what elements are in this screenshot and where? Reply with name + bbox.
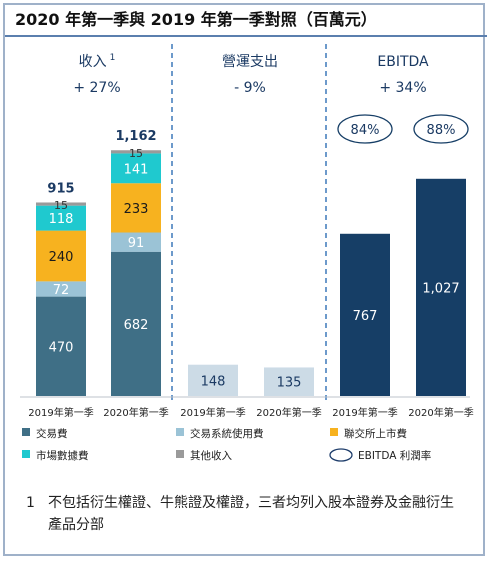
chart-title: 2020 年第一季與 2019 年第一季對照（百萬元）: [15, 10, 377, 29]
data-label-ebitda-0: 767: [353, 309, 378, 324]
margin-label-0: 84%: [351, 123, 380, 138]
x-tick-label-2-0: 2019年第一季: [332, 406, 397, 419]
data-label-revenue-0-0: 470: [49, 340, 74, 355]
legend-label-1: 交易系統使用費: [190, 427, 264, 440]
legend-swatch-0: [22, 428, 30, 436]
bar-revenue-2-0: [36, 230, 86, 282]
legend-swatch-1: [176, 428, 184, 436]
data-label-ebitda-1: 1,027: [422, 281, 459, 296]
bar-revenue-3-1: [111, 153, 161, 184]
panel-change-0: + 27%: [73, 80, 120, 96]
legend-label-4: 其他收入: [190, 449, 232, 462]
legend-label-3: 市場數據費: [36, 449, 89, 462]
bar-revenue-4-1: [111, 150, 161, 154]
bar-revenue-4-0: [36, 202, 86, 206]
margin-ellipse-0: [337, 114, 393, 144]
data-label-revenue-3-1: 141: [124, 162, 149, 177]
bar-revenue-2-1: [111, 183, 161, 233]
data-label-opex-0: 148: [201, 374, 226, 389]
legend-swatch-2: [330, 428, 338, 436]
legend-swatch-4: [176, 450, 184, 458]
panel-label-2: EBITDA: [377, 54, 429, 70]
footnote-marker: 1: [26, 495, 35, 511]
x-tick-label-0-0: 2019年第一季: [28, 406, 93, 419]
total-label-revenue-1: 1,162: [115, 129, 156, 144]
legend-swatch-3: [22, 450, 30, 458]
panel-label-1: 營運支出: [222, 54, 278, 70]
x-tick-label-2-1: 2020年第一季: [408, 406, 473, 419]
legend-label-0: 交易費: [36, 427, 68, 440]
bar-revenue-3-0: [36, 205, 86, 231]
bar-revenue-0-0: [36, 296, 86, 396]
data-label-revenue-4-1: 15: [129, 147, 143, 160]
bar-revenue-1-0: [36, 281, 86, 297]
x-tick-label-0-1: 2020年第一季: [103, 406, 168, 419]
bar-ebitda-1: [416, 178, 466, 396]
bar-opex-1: [264, 367, 314, 396]
legend-label-2: 聯交所上市費: [344, 427, 407, 440]
data-label-revenue-1-0: 72: [53, 283, 70, 298]
bar-revenue-1-1: [111, 232, 161, 252]
title-rule: [5, 35, 487, 37]
margin-ellipse-1: [413, 114, 469, 144]
panel-change-1: - 9%: [234, 80, 266, 96]
bar-revenue-0-1: [111, 251, 161, 396]
bar-opex-0: [188, 364, 238, 396]
data-label-opex-1: 135: [277, 376, 302, 391]
data-label-revenue-0-1: 682: [124, 318, 149, 333]
data-label-revenue-1-1: 91: [128, 236, 145, 251]
panel-label-0: 收入 1: [79, 53, 116, 70]
legend-label-5: EBITDA 利潤率: [358, 449, 431, 462]
data-label-revenue-3-0: 118: [49, 212, 74, 227]
footnote-text: 不包括衍生權證、牛熊證及權證，三者均列入股本證券及金融衍生產品分部: [48, 495, 454, 533]
x-tick-label-1-1: 2020年第一季: [256, 406, 321, 419]
x-tick-label-1-0: 2019年第一季: [180, 406, 245, 419]
legend-swatch-5: [329, 448, 353, 462]
footnote-superscript: 1: [110, 53, 116, 63]
data-label-revenue-2-1: 233: [124, 202, 149, 217]
bar-ebitda-0: [340, 233, 390, 396]
margin-label-1: 88%: [427, 123, 456, 138]
panel-change-2: + 34%: [379, 80, 426, 96]
total-label-revenue-0: 915: [47, 181, 74, 196]
data-label-revenue-4-0: 15: [54, 199, 68, 212]
data-label-revenue-2-0: 240: [49, 250, 74, 265]
